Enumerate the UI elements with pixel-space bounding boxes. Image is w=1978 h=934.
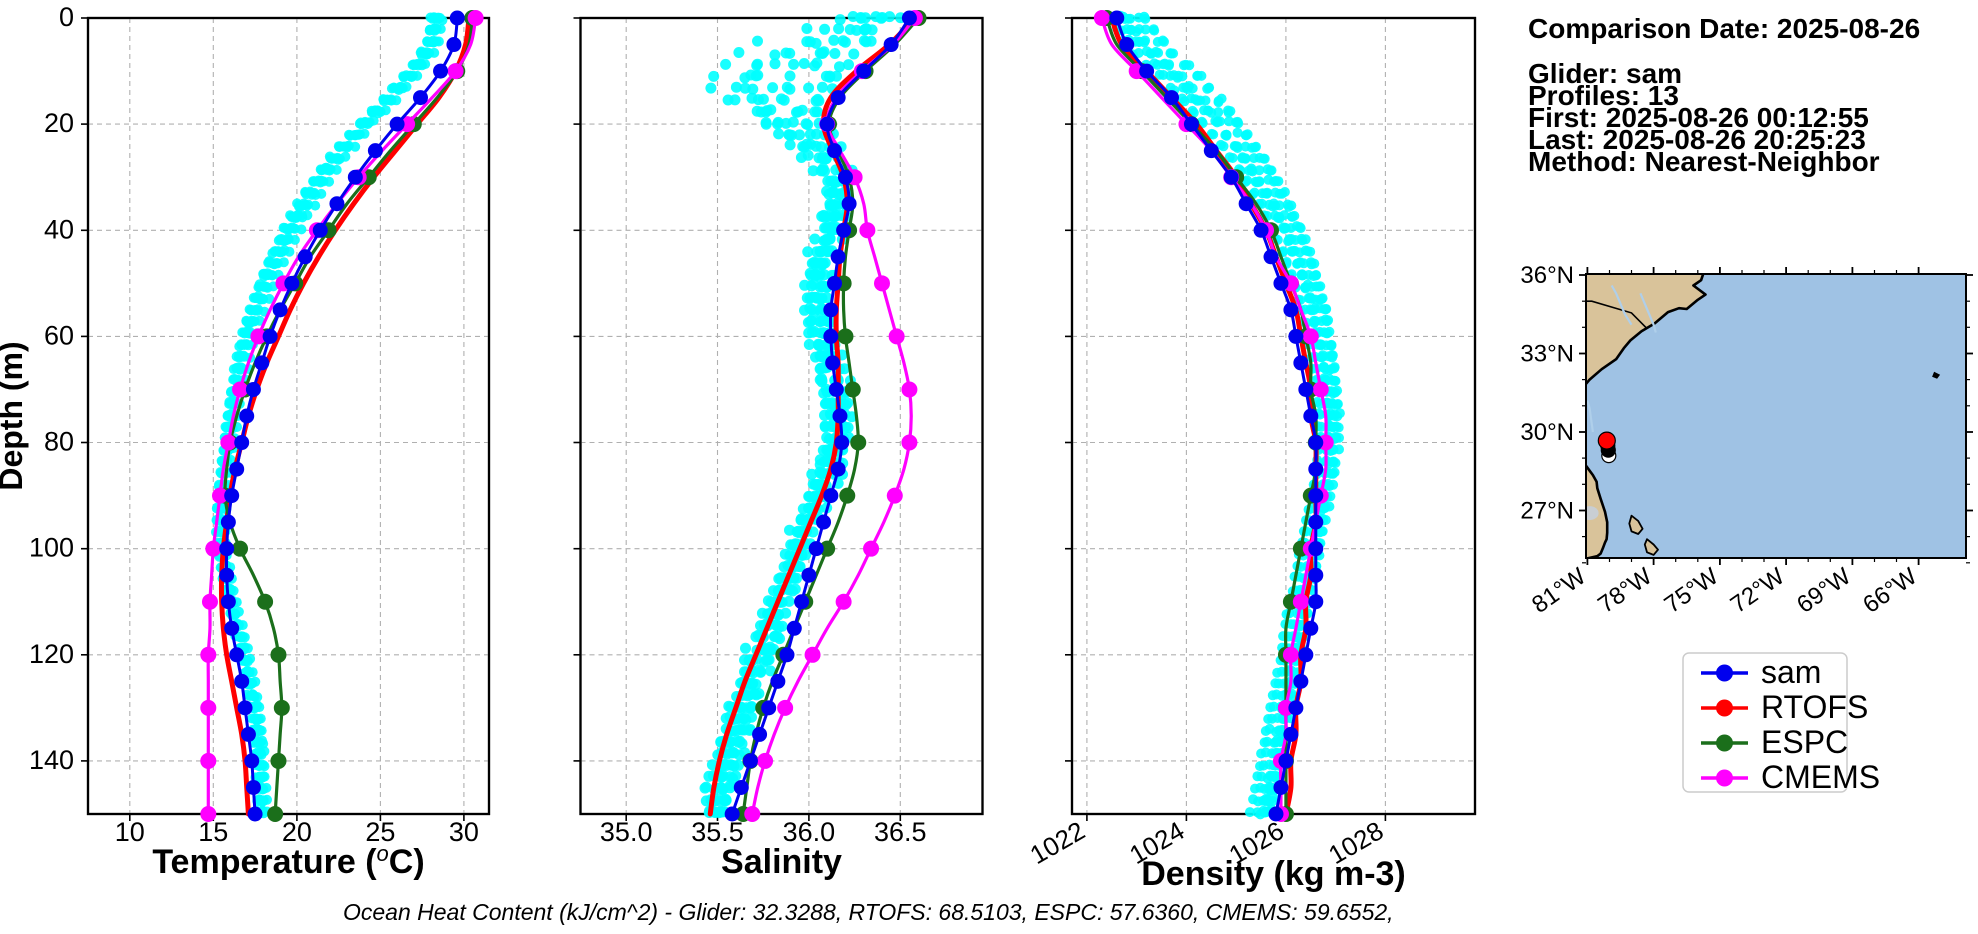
svg-text:10: 10	[115, 817, 145, 847]
svg-text:140: 140	[29, 745, 74, 775]
svg-text:120: 120	[29, 639, 74, 669]
svg-text:RTOFS: RTOFS	[1761, 689, 1868, 725]
svg-text:36.5: 36.5	[874, 817, 927, 847]
svg-text:30°N: 30°N	[1520, 419, 1574, 446]
svg-text:CMEMS: CMEMS	[1761, 759, 1880, 795]
svg-text:ESPC: ESPC	[1761, 724, 1848, 760]
svg-text:36°N: 36°N	[1520, 262, 1574, 289]
svg-text:80: 80	[44, 427, 74, 457]
svg-text:40: 40	[44, 214, 74, 244]
svg-text:Method: Nearest-Neighbor: Method: Nearest-Neighbor	[1528, 146, 1880, 177]
svg-text:30: 30	[449, 817, 479, 847]
svg-text:Comparison Date: 2025-08-26: Comparison Date: 2025-08-26	[1528, 13, 1920, 44]
svg-text:Ocean Heat Content (kJ/cm^2) -: Ocean Heat Content (kJ/cm^2) - Glider: 3…	[343, 899, 1394, 925]
svg-text:Density (kg m-3): Density (kg m-3)	[1141, 855, 1406, 893]
svg-text:sam: sam	[1761, 654, 1821, 690]
svg-text:Salinity: Salinity	[721, 843, 842, 881]
svg-text:100: 100	[29, 533, 74, 563]
svg-text:20: 20	[44, 108, 74, 138]
svg-text:Depth (m): Depth (m)	[0, 341, 29, 490]
svg-text:60: 60	[44, 320, 74, 350]
svg-text:27°N: 27°N	[1520, 498, 1574, 525]
svg-text:33°N: 33°N	[1520, 341, 1574, 368]
svg-text:35.0: 35.0	[600, 817, 653, 847]
svg-text:0: 0	[59, 2, 74, 32]
